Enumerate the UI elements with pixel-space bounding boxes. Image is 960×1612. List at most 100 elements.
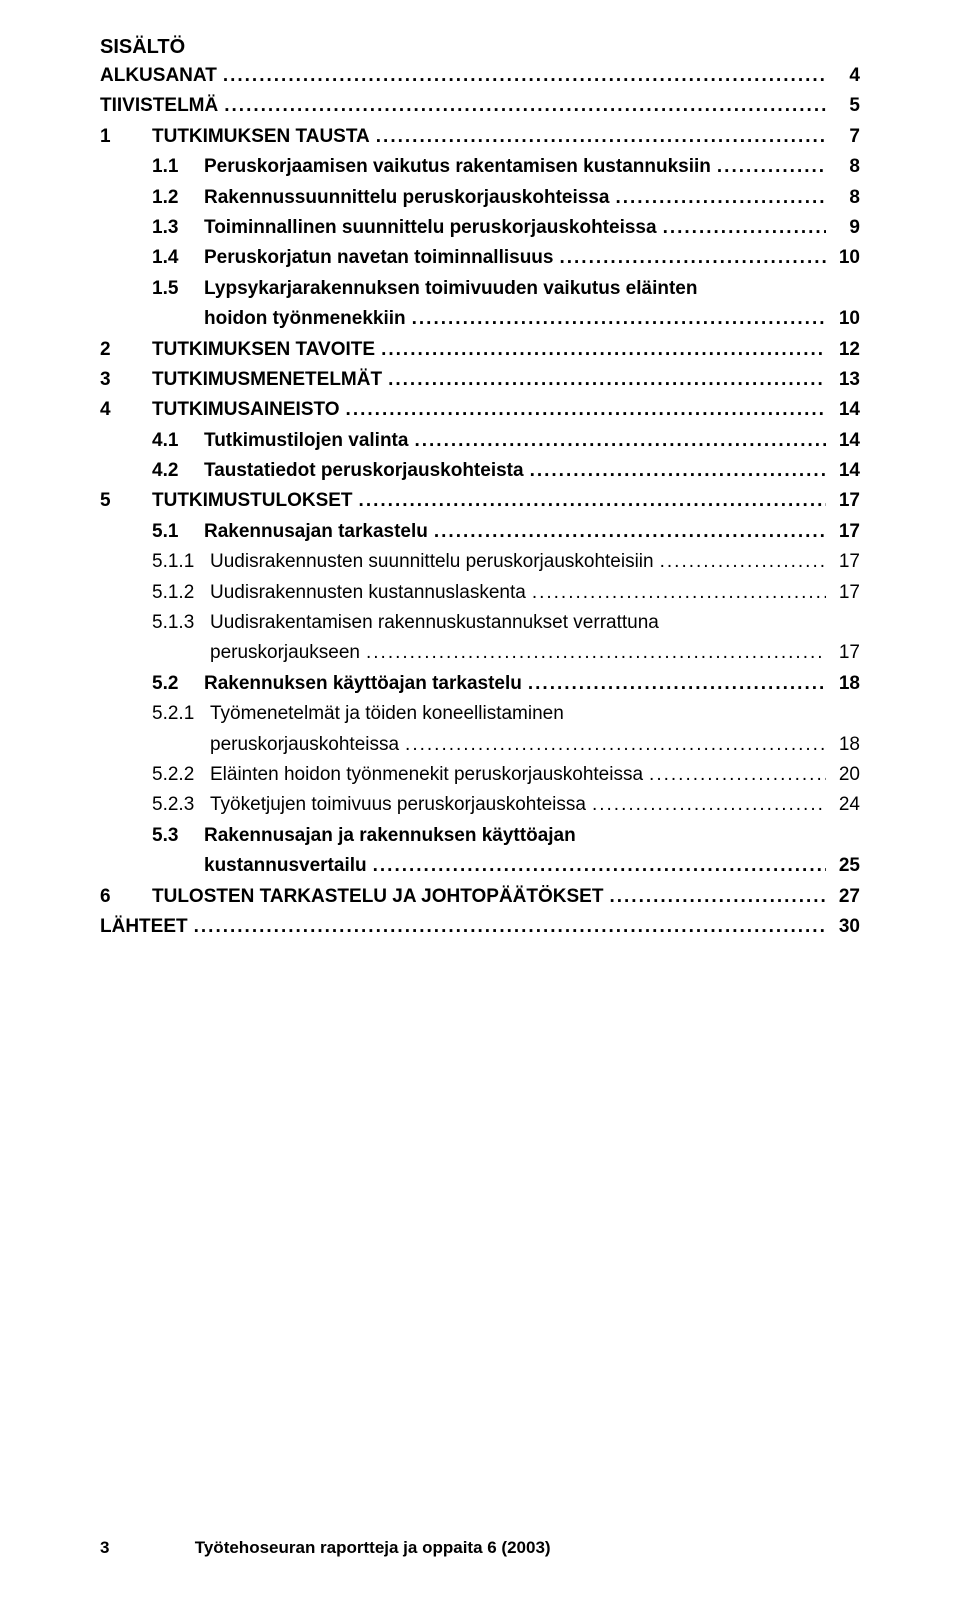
toc-entry-title: Tutkimustilojen valinta bbox=[204, 430, 408, 451]
toc-entry-page: 24 bbox=[832, 790, 860, 820]
toc-entry-title: Eläinten hoidon työnmenekit peruskorjaus… bbox=[210, 764, 643, 785]
toc-leaders: ........................................… bbox=[388, 365, 826, 395]
toc-entry-page: 10 bbox=[832, 243, 860, 273]
toc-entry-page: 9 bbox=[832, 213, 860, 243]
toc-entry-title: TUTKIMUSMENETELMÄT bbox=[152, 369, 382, 390]
toc-entry: 5.1.3Uudisrakentamisen rakennuskustannuk… bbox=[152, 608, 860, 638]
toc-entry: 5.2.2Eläinten hoidon työnmenekit perusko… bbox=[152, 760, 860, 790]
toc-entry-title: Rakennussuunnittelu peruskorjauskohteiss… bbox=[204, 187, 609, 208]
toc-entry-label: 5.2.1Työmenetelmät ja töiden koneellista… bbox=[152, 699, 564, 729]
toc-entry: 4.2Taustatiedot peruskorjauskohteista...… bbox=[152, 456, 860, 486]
toc-entry-title: Työmenetelmät ja töiden koneellistaminen bbox=[210, 703, 564, 724]
toc-entry-number: 5.1.2 bbox=[152, 578, 210, 608]
table-of-contents: ALKUSANAT...............................… bbox=[100, 61, 860, 942]
toc-entry-title: Toiminnallinen suunnittelu peruskorjausk… bbox=[204, 217, 657, 238]
toc-entry: 6TULOSTEN TARKASTELU JA JOHTOPÄÄTÖKSET..… bbox=[100, 882, 860, 912]
toc-leaders: ........................................… bbox=[559, 243, 826, 273]
toc-entry-page: 7 bbox=[832, 122, 860, 152]
toc-entry-title: Uudisrakennusten suunnittelu peruskorjau… bbox=[210, 551, 654, 572]
toc-entry-title: peruskorjauskohteissa bbox=[210, 734, 399, 755]
toc-entry: 2TUTKIMUKSEN TAVOITE....................… bbox=[100, 335, 860, 365]
toc-entry-page: 14 bbox=[832, 456, 860, 486]
toc-entry: 1.5Lypsykarjarakennuksen toimivuuden vai… bbox=[152, 274, 860, 304]
page: SISÄLTÖ ALKUSANAT.......................… bbox=[0, 0, 960, 1612]
toc-leaders: ........................................… bbox=[532, 578, 826, 608]
toc-entry-title: LÄHTEET bbox=[100, 916, 188, 937]
toc-entry: 1.3Toiminnallinen suunnittelu peruskorja… bbox=[152, 213, 860, 243]
toc-leaders: ........................................… bbox=[359, 486, 826, 516]
toc-entry-title: hoidon työnmenekkiin bbox=[204, 308, 406, 329]
toc-entry-label: 5.1.1Uudisrakennusten suunnittelu perusk… bbox=[152, 547, 654, 577]
toc-entry-number: 5.2.3 bbox=[152, 790, 210, 820]
toc-entry-number: 5.2.1 bbox=[152, 699, 210, 729]
toc-entry-page: 13 bbox=[832, 365, 860, 395]
toc-entry-number: 5.1.3 bbox=[152, 608, 210, 638]
toc-entry: 1.4Peruskorjatun navetan toiminnallisuus… bbox=[152, 243, 860, 273]
toc-entry-title: Peruskorjatun navetan toiminnallisuus bbox=[204, 247, 553, 268]
toc-leaders: ........................................… bbox=[530, 456, 826, 486]
toc-entry-number: 4 bbox=[100, 395, 152, 425]
toc-entry-page: 30 bbox=[832, 912, 860, 942]
toc-entry-number: 6 bbox=[100, 882, 152, 912]
toc-entry-label: 1.1Peruskorjaamisen vaikutus rakentamise… bbox=[152, 152, 711, 182]
toc-entry-label: 5.1.3Uudisrakentamisen rakennuskustannuk… bbox=[152, 608, 659, 638]
toc-entry-title: Rakennusajan ja rakennuksen käyttöajan bbox=[204, 825, 576, 846]
toc-entry: 5.2.1Työmenetelmät ja töiden koneellista… bbox=[152, 699, 860, 729]
toc-leaders: ........................................… bbox=[615, 183, 826, 213]
toc-entry-label: 5TUTKIMUSTULOKSET bbox=[100, 486, 353, 516]
toc-entry: 5.1.1Uudisrakennusten suunnittelu perusk… bbox=[152, 547, 860, 577]
toc-entry-number: 5.2 bbox=[152, 669, 204, 699]
toc-leaders: ........................................… bbox=[663, 213, 826, 243]
toc-leaders: ........................................… bbox=[412, 304, 826, 334]
toc-entry-title: Lypsykarjarakennuksen toimivuuden vaikut… bbox=[204, 278, 697, 299]
toc-entry-label: 5.1.2Uudisrakennusten kustannuslaskenta bbox=[152, 578, 526, 608]
toc-entry-title: kustannusvertailu bbox=[204, 855, 367, 876]
toc-entry-number: 5.1.1 bbox=[152, 547, 210, 577]
toc-entry-label: kustannusvertailu bbox=[152, 851, 367, 881]
toc-entry: 4TUTKIMUSAINEISTO.......................… bbox=[100, 395, 860, 425]
toc-entry-page: 17 bbox=[832, 578, 860, 608]
toc-entry-page: 12 bbox=[832, 335, 860, 365]
toc-entry-title: TUTKIMUSAINEISTO bbox=[152, 399, 340, 420]
toc-entry-label: LÄHTEET bbox=[100, 912, 188, 942]
toc-entry-page: 27 bbox=[832, 882, 860, 912]
toc-entry: 1.1Peruskorjaamisen vaikutus rakentamise… bbox=[152, 152, 860, 182]
toc-leaders: ........................................… bbox=[609, 882, 826, 912]
toc-entry: 5.1.2Uudisrakennusten kustannuslaskenta.… bbox=[152, 578, 860, 608]
toc-entry-label: 4TUTKIMUSAINEISTO bbox=[100, 395, 340, 425]
toc-entry-number: 1.5 bbox=[152, 274, 204, 304]
toc-entry-title: Rakennuksen käyttöajan tarkastelu bbox=[204, 673, 522, 694]
toc-entry-title: TULOSTEN TARKASTELU JA JOHTOPÄÄTÖKSET bbox=[152, 886, 603, 907]
toc-leaders: ........................................… bbox=[376, 122, 826, 152]
toc-leaders: ........................................… bbox=[346, 395, 826, 425]
toc-entry-number: 5.3 bbox=[152, 821, 204, 851]
toc-entry-page: 4 bbox=[832, 61, 860, 91]
toc-entry-number: 5 bbox=[100, 486, 152, 516]
toc-entry-label: 1.2Rakennussuunnittelu peruskorjauskohte… bbox=[152, 183, 609, 213]
toc-leaders: ........................................… bbox=[224, 91, 826, 121]
toc-entry-page: 5 bbox=[832, 91, 860, 121]
toc-entry-label: peruskorjauskohteissa bbox=[152, 730, 399, 760]
toc-entry-label: 1TUTKIMUKSEN TAUSTA bbox=[100, 122, 370, 152]
toc-heading: SISÄLTÖ bbox=[100, 36, 860, 59]
toc-entry-page: 8 bbox=[832, 183, 860, 213]
toc-entry-label: peruskorjaukseen bbox=[152, 638, 360, 668]
toc-entry-number: 1.1 bbox=[152, 152, 204, 182]
toc-entry: 5.1Rakennusajan tarkastelu..............… bbox=[152, 517, 860, 547]
toc-entry-title: TIIVISTELMÄ bbox=[100, 95, 218, 116]
toc-entry: 5TUTKIMUSTULOKSET.......................… bbox=[100, 486, 860, 516]
toc-leaders: ........................................… bbox=[660, 547, 826, 577]
toc-entry-page: 10 bbox=[832, 304, 860, 334]
toc-entry: 1.2Rakennussuunnittelu peruskorjauskohte… bbox=[152, 183, 860, 213]
toc-entry: 4.1Tutkimustilojen valinta..............… bbox=[152, 426, 860, 456]
toc-entry-label: 1.4Peruskorjatun navetan toiminnallisuus bbox=[152, 243, 553, 273]
toc-entry: 5.3Rakennusajan ja rakennuksen käyttöaja… bbox=[152, 821, 860, 851]
toc-entry-label: TIIVISTELMÄ bbox=[100, 91, 218, 121]
toc-entry: LÄHTEET.................................… bbox=[100, 912, 860, 942]
toc-entry-label: 5.3Rakennusajan ja rakennuksen käyttöaja… bbox=[152, 821, 576, 851]
toc-leaders: ........................................… bbox=[223, 61, 826, 91]
toc-entry-title: peruskorjaukseen bbox=[210, 642, 360, 663]
toc-entry-title: TUTKIMUSTULOKSET bbox=[152, 490, 353, 511]
toc-entry-continuation: peruskorjaukseen........................… bbox=[152, 638, 860, 668]
toc-entry-title: Rakennusajan tarkastelu bbox=[204, 521, 428, 542]
